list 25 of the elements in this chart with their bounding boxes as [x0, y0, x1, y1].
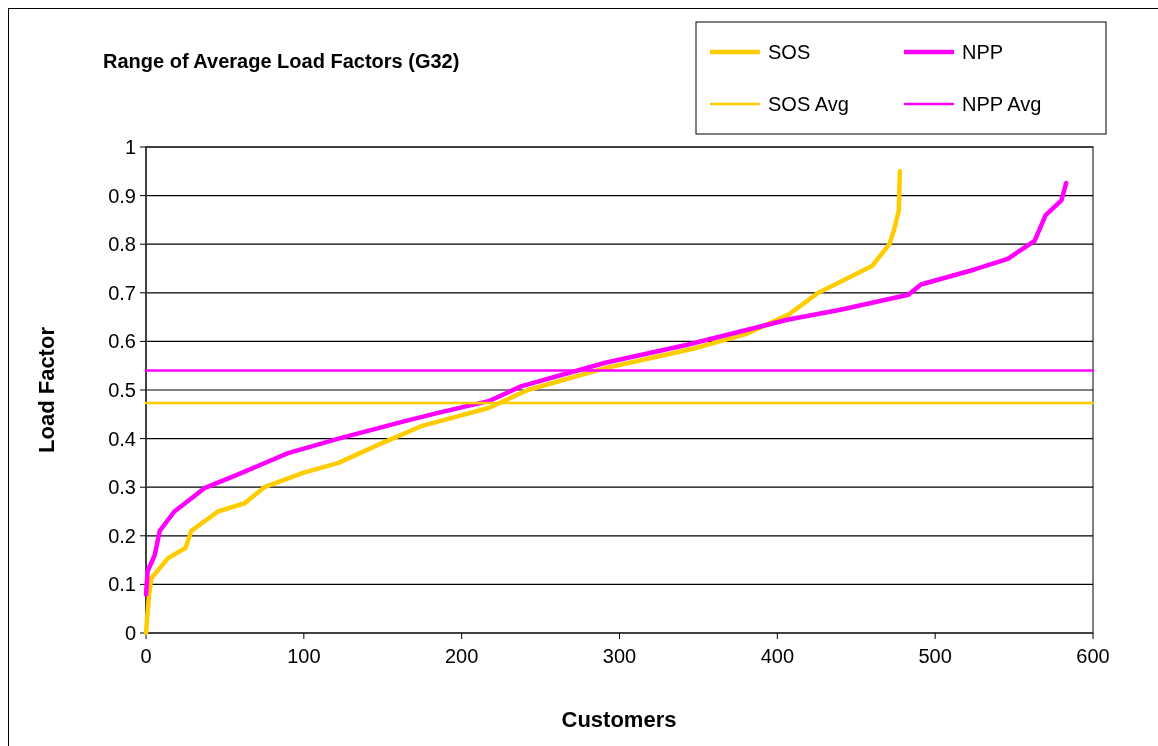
y-tick-label: 0.7: [108, 281, 136, 304]
y-tick-label: 0.5: [108, 379, 136, 401]
x-tick-label: 600: [1076, 645, 1110, 667]
y-tick-label: 0.1: [108, 573, 136, 596]
y-tick-label: 0.9: [108, 184, 136, 207]
y-tick-label: 0.8: [108, 233, 136, 256]
y-tick-label: 1: [124, 136, 136, 158]
y-tick-label: 0: [124, 622, 136, 644]
x-tick-label: 100: [287, 645, 321, 667]
x-tick-label: 500: [918, 645, 952, 667]
y-tick-label: 0.3: [108, 476, 136, 499]
legend-label: SOS Avg: [768, 93, 849, 115]
y-axis-title: Load Factor: [34, 326, 59, 453]
x-tick-label: 0: [140, 645, 152, 667]
x-axis-title: Customers: [561, 707, 677, 732]
x-tick-label: 200: [444, 645, 479, 667]
legend-label: SOS: [768, 41, 811, 63]
y-tick-label: 0.4: [108, 427, 136, 450]
y-tick-label: 0.6: [108, 330, 136, 353]
legend-label: NPP Avg: [962, 93, 1042, 115]
x-tick-label: 300: [602, 645, 637, 667]
chart-title: Range of Average Load Factors (G32): [103, 50, 460, 72]
x-tick-label: 400: [760, 645, 795, 667]
y-tick-label: 0.2: [108, 524, 136, 547]
legend-label: NPP: [962, 41, 1004, 63]
